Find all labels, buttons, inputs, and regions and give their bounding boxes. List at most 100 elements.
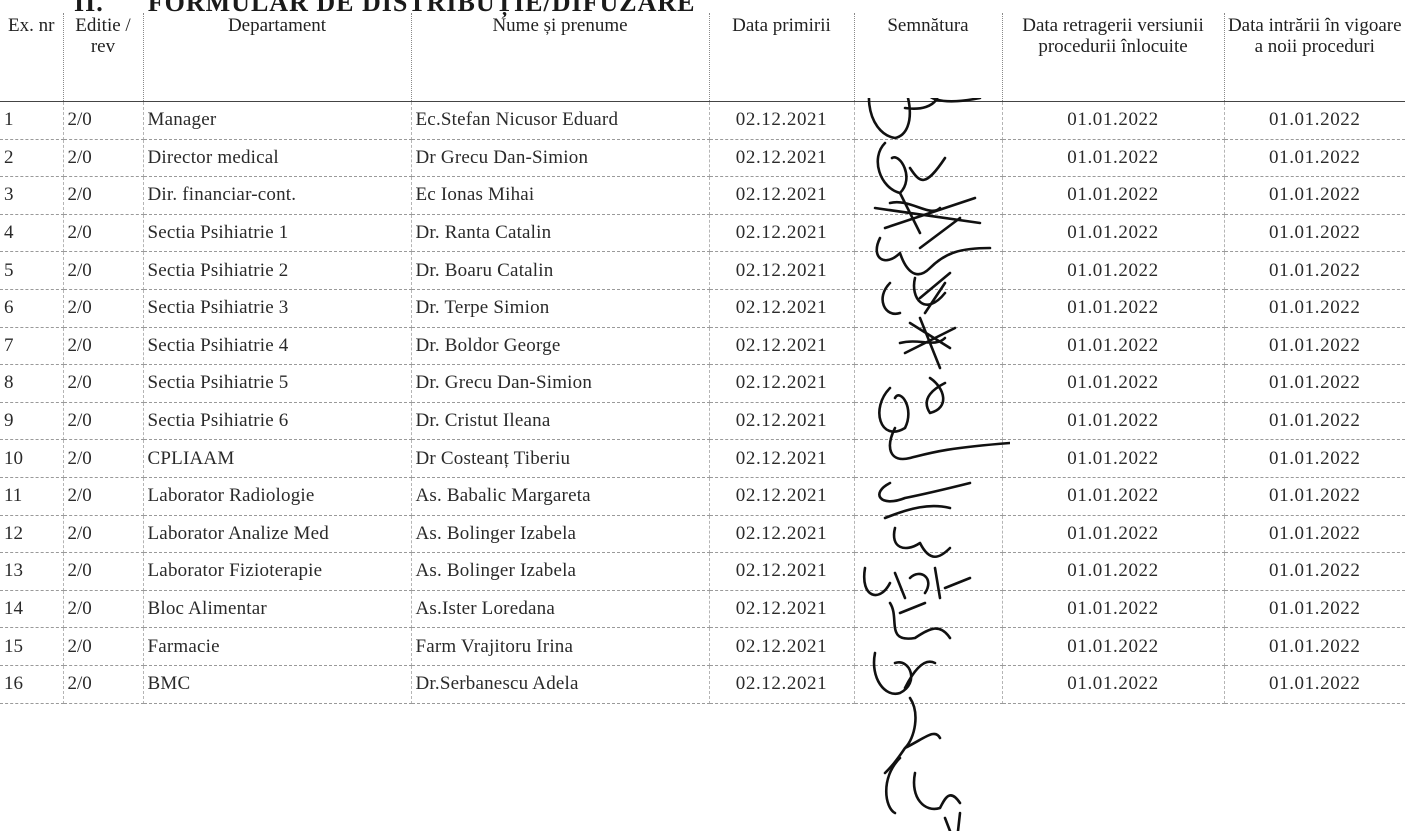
cell-editie: 2/0	[63, 251, 144, 290]
cell-data-primirii: 02.12.2021	[709, 515, 855, 554]
distribution-table: Ex. nr Editie / rev Departament Nume și …	[0, 13, 1405, 704]
column-header-departament: Departament	[143, 13, 412, 102]
cell-data-retragerii: 01.01.2022	[1002, 327, 1225, 366]
cell-editie: 2/0	[63, 477, 144, 516]
table-row: 11 2/0 Laborator Radiologie As. Babalic Mar…	[0, 477, 1405, 516]
cell-data-retragerii: 01.01.2022	[1002, 364, 1225, 403]
cell-data-primirii: 02.12.2021	[709, 477, 855, 516]
column-header-nume: Nume și prenume	[411, 13, 710, 102]
cell-semnatura	[854, 214, 1003, 253]
table-row: 8 2/0 Sectia Psihiatrie 5 Dr. Grecu Dan-Sim…	[0, 364, 1405, 403]
cell-departament: Sectia Psihiatrie 1	[143, 214, 412, 253]
cell-nume: Dr. Terpe Simion	[411, 289, 710, 328]
cell-semnatura	[854, 327, 1003, 366]
cell-nume: Ec.Stefan Nicusor Eduard	[411, 101, 710, 140]
cell-data-primirii: 02.12.2021	[709, 101, 855, 140]
cell-nume: Dr.Serbanescu Adela	[411, 665, 710, 704]
cell-semnatura	[854, 552, 1003, 591]
cell-ex-nr: 2	[0, 139, 64, 178]
cell-departament: Sectia Psihiatrie 2	[143, 251, 412, 290]
cell-departament: Laborator Fizioterapie	[143, 552, 412, 591]
cell-semnatura	[854, 364, 1003, 403]
cell-nume: Dr. Cristut Ileana	[411, 402, 710, 441]
cell-semnatura	[854, 590, 1003, 629]
cell-data-intrarii: 01.01.2022	[1224, 477, 1405, 516]
cell-data-intrarii: 01.01.2022	[1224, 364, 1405, 403]
cell-departament: CPLIAAM	[143, 439, 412, 478]
cell-nume: Dr. Boldor George	[411, 327, 710, 366]
cell-semnatura	[854, 402, 1003, 441]
table-row: 16 2/0 BMC Dr.Serbanescu Adela 02.12.2021 01.…	[0, 665, 1405, 704]
cell-nume: As. Bolinger Izabela	[411, 552, 710, 591]
cell-departament: Sectia Psihiatrie 4	[143, 327, 412, 366]
cell-nume: As. Babalic Margareta	[411, 477, 710, 516]
cell-data-retragerii: 01.01.2022	[1002, 251, 1225, 290]
cell-semnatura	[854, 439, 1003, 478]
cell-ex-nr: 5	[0, 251, 64, 290]
table-row: 4 2/0 Sectia Psihiatrie 1 Dr. Ranta Catalin…	[0, 214, 1405, 253]
column-header-data-primirii: Data primirii	[709, 13, 855, 102]
cell-data-intrarii: 01.01.2022	[1224, 515, 1405, 554]
cell-data-primirii: 02.12.2021	[709, 139, 855, 178]
cell-data-retragerii: 01.01.2022	[1002, 289, 1225, 328]
cell-data-retragerii: 01.01.2022	[1002, 665, 1225, 704]
table-row: 10 2/0 CPLIAAM Dr Costeanț Tiberiu 02.12.202…	[0, 439, 1405, 478]
cell-data-primirii: 02.12.2021	[709, 176, 855, 215]
cell-data-primirii: 02.12.2021	[709, 665, 855, 704]
cell-ex-nr: 9	[0, 402, 64, 441]
cell-editie: 2/0	[63, 176, 144, 215]
table-row: 12 2/0 Laborator Analize Med As. Bolinger I…	[0, 515, 1405, 554]
cell-editie: 2/0	[63, 214, 144, 253]
form-title: II. FORMULAR DE DISTRIBUȚIE/DIFUZARE	[74, 0, 696, 17]
cell-editie: 2/0	[63, 439, 144, 478]
column-header-semnatura: Semnătura	[854, 13, 1003, 102]
cell-editie: 2/0	[63, 139, 144, 178]
cell-semnatura	[854, 515, 1003, 554]
table-row: 1 2/0 Manager Ec.Stefan Nicusor Eduard 02.12…	[0, 101, 1405, 140]
cell-nume: Dr. Grecu Dan-Simion	[411, 364, 710, 403]
cell-data-intrarii: 01.01.2022	[1224, 289, 1405, 328]
table-row: 2 2/0 Director medical Dr Grecu Dan-Simion 0…	[0, 139, 1405, 178]
cell-nume: Farm Vrajitoru Irina	[411, 627, 710, 666]
column-header-ex-nr: Ex. nr	[0, 13, 64, 102]
cell-data-primirii: 02.12.2021	[709, 439, 855, 478]
cell-nume: Dr. Ranta Catalin	[411, 214, 710, 253]
cell-data-primirii: 02.12.2021	[709, 327, 855, 366]
cell-data-retragerii: 01.01.2022	[1002, 627, 1225, 666]
cell-editie: 2/0	[63, 402, 144, 441]
cell-ex-nr: 7	[0, 327, 64, 366]
column-header-editie: Editie / rev	[63, 13, 144, 102]
cell-ex-nr: 12	[0, 515, 64, 554]
cell-data-intrarii: 01.01.2022	[1224, 214, 1405, 253]
table-row: 6 2/0 Sectia Psihiatrie 3 Dr. Terpe Simion 0…	[0, 289, 1405, 328]
table-row: 7 2/0 Sectia Psihiatrie 4 Dr. Boldor George…	[0, 327, 1405, 366]
cell-data-retragerii: 01.01.2022	[1002, 176, 1225, 215]
cell-ex-nr: 1	[0, 101, 64, 140]
cell-departament: Laborator Analize Med	[143, 515, 412, 554]
cell-semnatura	[854, 176, 1003, 215]
cell-editie: 2/0	[63, 665, 144, 704]
cell-semnatura	[854, 139, 1003, 178]
cell-editie: 2/0	[63, 515, 144, 554]
cell-ex-nr: 11	[0, 477, 64, 516]
cell-editie: 2/0	[63, 590, 144, 629]
cell-data-intrarii: 01.01.2022	[1224, 101, 1405, 140]
cell-data-intrarii: 01.01.2022	[1224, 176, 1405, 215]
table-row: 15 2/0 Farmacie Farm Vrajitoru Irina 02.12.2…	[0, 627, 1405, 666]
cell-data-intrarii: 01.01.2022	[1224, 590, 1405, 629]
cell-ex-nr: 15	[0, 627, 64, 666]
cell-data-retragerii: 01.01.2022	[1002, 552, 1225, 591]
cell-ex-nr: 14	[0, 590, 64, 629]
cell-editie: 2/0	[63, 552, 144, 591]
cell-data-retragerii: 01.01.2022	[1002, 477, 1225, 516]
cell-data-primirii: 02.12.2021	[709, 214, 855, 253]
cell-departament: Sectia Psihiatrie 3	[143, 289, 412, 328]
column-header-data-intrarii: Data intrării în vigoare a noii procedur…	[1224, 13, 1405, 102]
form-title-text: FORMULAR DE DISTRIBUȚIE/DIFUZARE	[147, 0, 696, 17]
cell-editie: 2/0	[63, 627, 144, 666]
cell-semnatura	[854, 477, 1003, 516]
table-row: 14 2/0 Bloc Alimentar As.Ister Loredana 02.1…	[0, 590, 1405, 629]
cell-nume: Ec Ionas Mihai	[411, 176, 710, 215]
cell-nume: As. Bolinger Izabela	[411, 515, 710, 554]
cell-ex-nr: 16	[0, 665, 64, 704]
